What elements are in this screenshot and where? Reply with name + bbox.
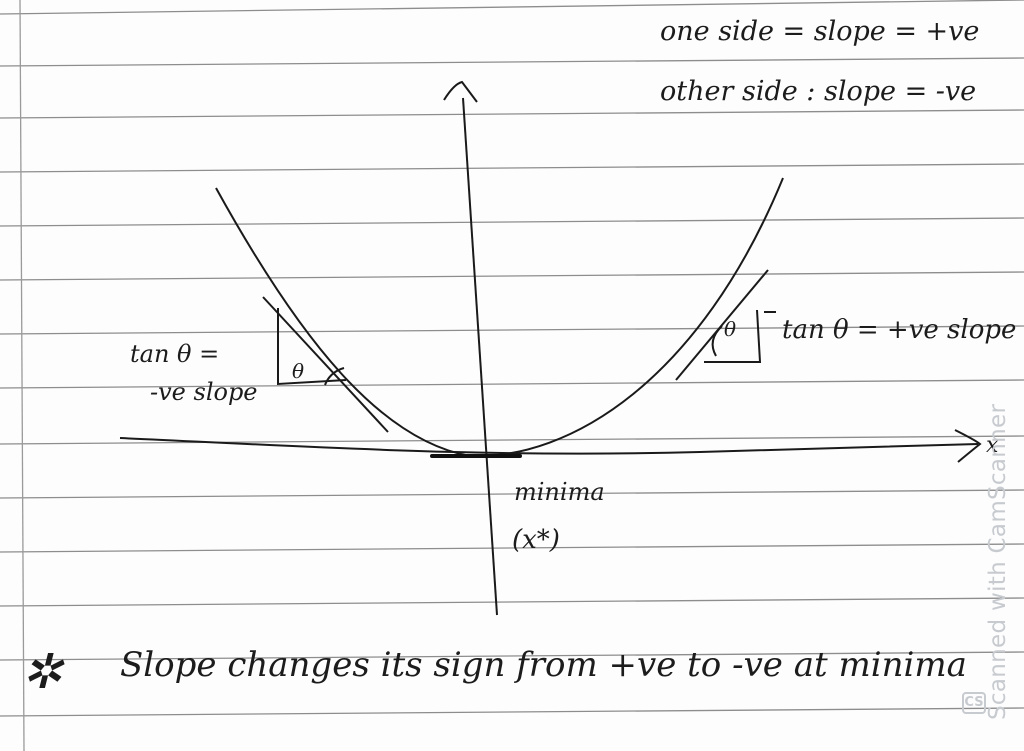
left-tangent <box>262 296 389 433</box>
camscanner-logo: CS <box>962 692 986 714</box>
note-other-side: other side : slope = -ve <box>660 76 976 107</box>
star-bullet-icon: ✲ <box>22 644 65 700</box>
x-axis <box>119 429 982 463</box>
y-axis <box>443 80 498 616</box>
x-axis-label: x <box>986 433 999 458</box>
left-tan-label: tan θ = <box>130 340 219 368</box>
right-tan-label: tan θ = +ve slope <box>782 315 1016 345</box>
ruled-lines <box>0 0 1024 717</box>
theta-left: θ <box>292 359 304 383</box>
bottom-statement: Slope changes its sign from +ve to -ve a… <box>120 645 967 685</box>
parabola-curve <box>215 177 784 458</box>
minima-label: minima <box>514 478 605 506</box>
note-one-side: one side = slope = +ve <box>660 16 979 47</box>
minima-point-label: (x*) <box>512 525 560 555</box>
margin-line <box>19 0 25 751</box>
left-slope-label: -ve slope <box>150 378 258 406</box>
camscanner-watermark: Scanned with CamScanner <box>985 403 1011 720</box>
right-tangent <box>675 269 769 381</box>
theta-right: θ <box>724 317 736 341</box>
